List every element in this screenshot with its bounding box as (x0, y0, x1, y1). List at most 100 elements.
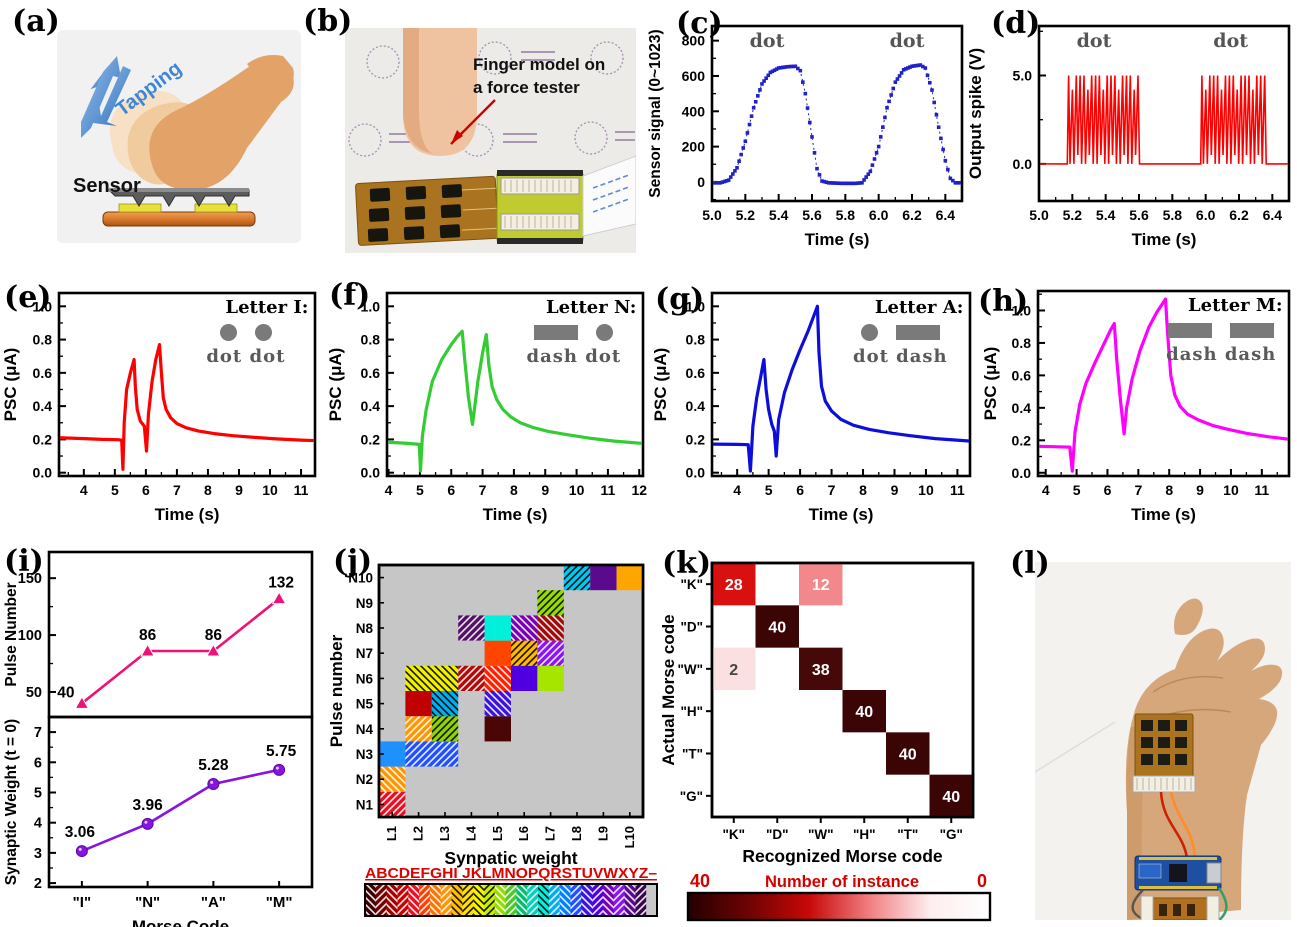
y-tick-label: 100 (18, 628, 42, 644)
data-marker (728, 175, 733, 179)
y-axis-label: PSC (μA) (651, 348, 670, 422)
annotation-arrowhead (451, 130, 463, 144)
data-marker (726, 178, 731, 182)
arduino-pins (1139, 857, 1217, 889)
panel-l-art (1035, 598, 1283, 920)
psc-curve (713, 304, 969, 473)
x-tick-label: 10 (918, 482, 934, 498)
data-marker (772, 68, 777, 73)
y-tick-label: 0.4 (361, 398, 381, 414)
y-tick-label: 2 (34, 876, 42, 892)
x-tick-label: 12 (631, 482, 647, 498)
value-label: 40 (57, 684, 74, 701)
row-label: "H" (680, 704, 703, 719)
series (388, 329, 642, 473)
data-marker (833, 181, 838, 185)
data-marker (758, 88, 762, 92)
row-label: N4 (356, 722, 374, 737)
marker-highlight (275, 766, 279, 770)
inset-legend-h: Letter M: dash dash (1156, 295, 1287, 365)
data-marker (741, 146, 746, 150)
data-marker (916, 63, 921, 68)
heatmap-cell-hatch (511, 615, 538, 641)
heatmap-cell-hatch (511, 640, 538, 666)
y-axis-label: Pulse Number (3, 582, 20, 686)
data-marker (862, 178, 866, 182)
chart-svg-f: 4 5 6 7 8 9 10 11 12 0.0 0.2 0.4 0.6 0.8 1.0 Time (s) PS… (326, 291, 647, 524)
x-tick-label: 5.2 (736, 207, 756, 223)
finger-model-shade (403, 28, 433, 154)
y-tick-label: 0.4 (1012, 400, 1032, 416)
legend-swatch-hatch (419, 884, 431, 916)
legend-swatch-hatch (592, 884, 604, 916)
y-tick-label: 800 (682, 33, 706, 49)
caption-line-2: a force tester (473, 77, 580, 97)
y-tick-label: 1.0 (1012, 302, 1032, 318)
tapping-arrow-down (85, 66, 131, 126)
x-axis-label: Synpatic weight (444, 848, 577, 868)
matrix-cell-value: 40 (768, 620, 786, 637)
legend-swatch-hatch (365, 884, 377, 916)
x-tick-label: 5.0 (702, 207, 722, 223)
x-tick-label: 8 (1165, 482, 1173, 498)
row-label: "K" (680, 577, 703, 592)
red-wire (1159, 791, 1189, 859)
x-tick-label: "A" (201, 894, 226, 911)
y-tick-label: 0.8 (686, 332, 706, 348)
dot-symbol (219, 324, 237, 342)
heatmap-cell-hatch (405, 716, 432, 742)
annotation-dot: dot (1213, 30, 1248, 52)
inset-title: Letter N: (546, 297, 637, 318)
y-tick-label: 0.0 (361, 465, 381, 481)
data-marker (908, 65, 912, 69)
data-marker (878, 135, 883, 139)
axis-frame (710, 291, 972, 478)
legend-swatch (646, 884, 658, 916)
axis-frame (710, 24, 964, 203)
panel-label-f: (f) (329, 278, 371, 313)
series (1040, 75, 1288, 165)
data-marker (770, 69, 775, 74)
matrix-cell-value: 12 (812, 577, 830, 594)
y-tick-label: 0.0 (686, 465, 706, 481)
row-label: N5 (356, 697, 374, 712)
value-label: 3.06 (65, 824, 96, 841)
x-tick-label: 10 (1223, 482, 1239, 498)
data-marker (870, 163, 875, 167)
data-marker (718, 181, 723, 185)
hand-silhouette (1125, 628, 1283, 920)
inset-symbols (833, 324, 967, 342)
chart-svg-j: N1 N2 N3 N4 N5 N6 N7 N8 N9 N10 L1 L2 L3 L4 L5 L6 L7 L8 L9 L… (330, 563, 658, 917)
traces (461, 187, 498, 231)
x-tick-label: 4 (80, 482, 88, 498)
data-marker (807, 120, 812, 125)
x-tick-label: 9 (1196, 482, 1204, 498)
circle-marker (75, 845, 88, 858)
data-marker (941, 147, 945, 152)
data-marker (796, 66, 800, 71)
sensor-electrode-right (194, 203, 238, 213)
heatmap-frame (377, 563, 645, 819)
colorbar-min-label: 0 (977, 871, 987, 891)
row-label: "D" (680, 620, 703, 635)
data-marker (783, 65, 787, 69)
panel-label-e: (e) (4, 280, 52, 315)
data-marker (885, 105, 889, 110)
finger-model (403, 28, 477, 156)
clamp-top (497, 170, 583, 176)
data-marker (846, 181, 851, 186)
dash-symbol (1168, 323, 1213, 339)
col-label: "W" (808, 827, 834, 842)
matrix-cell (799, 563, 843, 606)
series-line (81, 768, 280, 853)
dot-symbol (596, 324, 614, 342)
heatmap-cell-hatch (431, 716, 459, 742)
y-tick-label: 1.0 (33, 298, 53, 314)
data-marker (840, 181, 844, 186)
col-label: L7 (543, 826, 558, 841)
data-marker (876, 144, 881, 149)
psc-curve (388, 329, 642, 473)
data-marker (829, 181, 833, 185)
x-tick-label: 5 (1073, 482, 1081, 498)
y-tick-label: 200 (682, 139, 706, 155)
